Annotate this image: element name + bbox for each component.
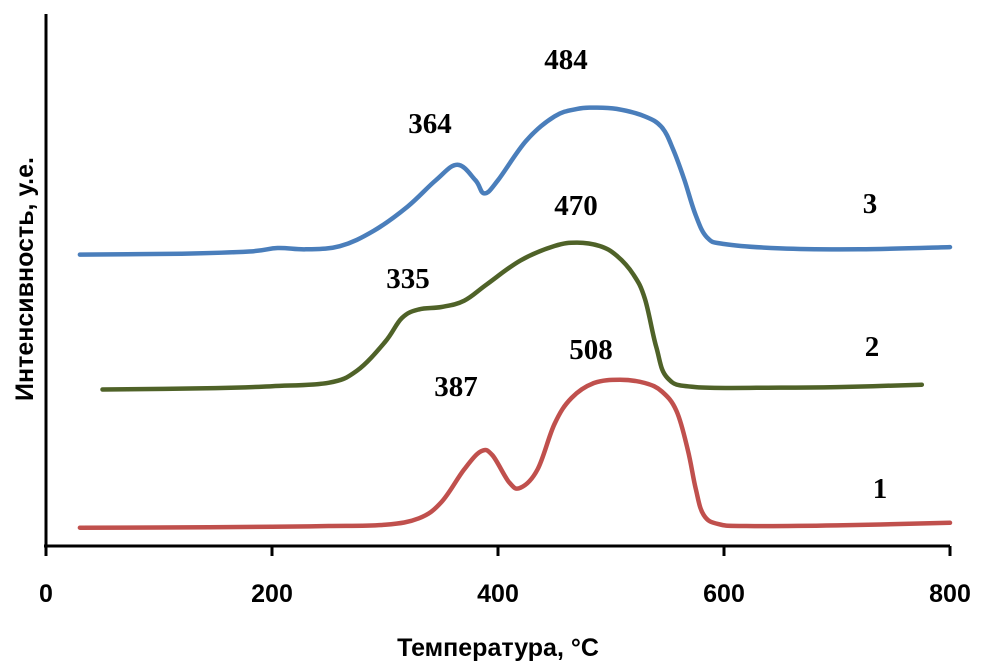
y-axis-title: Интенсивность, у.е. — [11, 157, 39, 401]
peak-label: 470 — [554, 190, 598, 222]
curves — [77, 105, 953, 530]
peak-label: 484 — [544, 44, 588, 76]
x-axis-title: Температура, °С — [397, 634, 599, 662]
x-tick-label: 200 — [251, 580, 293, 608]
x-tick-label: 0 — [39, 580, 53, 608]
peak-label: 508 — [569, 334, 613, 366]
x-tick-label: 400 — [477, 580, 519, 608]
series-line-2 — [100, 240, 925, 392]
axes — [44, 14, 950, 548]
x-tick-label: 800 — [929, 580, 971, 608]
x-tick-label: 600 — [703, 580, 745, 608]
curve-label-1: 1 — [873, 473, 888, 505]
labels: 1 387 508 2 335 470 3 364 484 — [386, 44, 887, 505]
curve-label-3: 3 — [863, 188, 878, 220]
series-line-1 — [77, 377, 953, 530]
curve-label-2: 2 — [865, 331, 880, 363]
peak-label: 364 — [408, 108, 452, 140]
peak-label: 387 — [434, 371, 478, 403]
peak-label: 335 — [386, 263, 430, 295]
x-ticks: 0 200 400 600 800 — [39, 546, 971, 608]
series-line-3 — [77, 105, 953, 257]
